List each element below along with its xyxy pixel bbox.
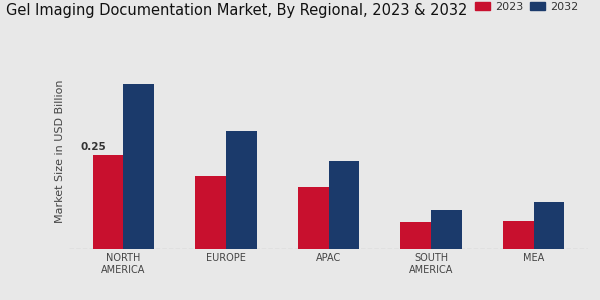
Bar [92, 155, 124, 249]
Bar [503, 221, 533, 249]
Text: 0.25: 0.25 [80, 142, 106, 152]
Text: Gel Imaging Documentation Market, By Regional, 2023 & 2032: Gel Imaging Documentation Market, By Reg… [6, 3, 467, 18]
Bar [329, 161, 359, 249]
Bar [533, 202, 565, 249]
Bar [124, 84, 154, 249]
Bar [431, 210, 462, 249]
Legend: 2023, 2032: 2023, 2032 [470, 0, 583, 16]
Bar [298, 187, 329, 249]
Y-axis label: Market Size in USD Billion: Market Size in USD Billion [55, 80, 65, 223]
Bar [400, 222, 431, 249]
Bar [195, 176, 226, 249]
Bar [226, 131, 257, 249]
